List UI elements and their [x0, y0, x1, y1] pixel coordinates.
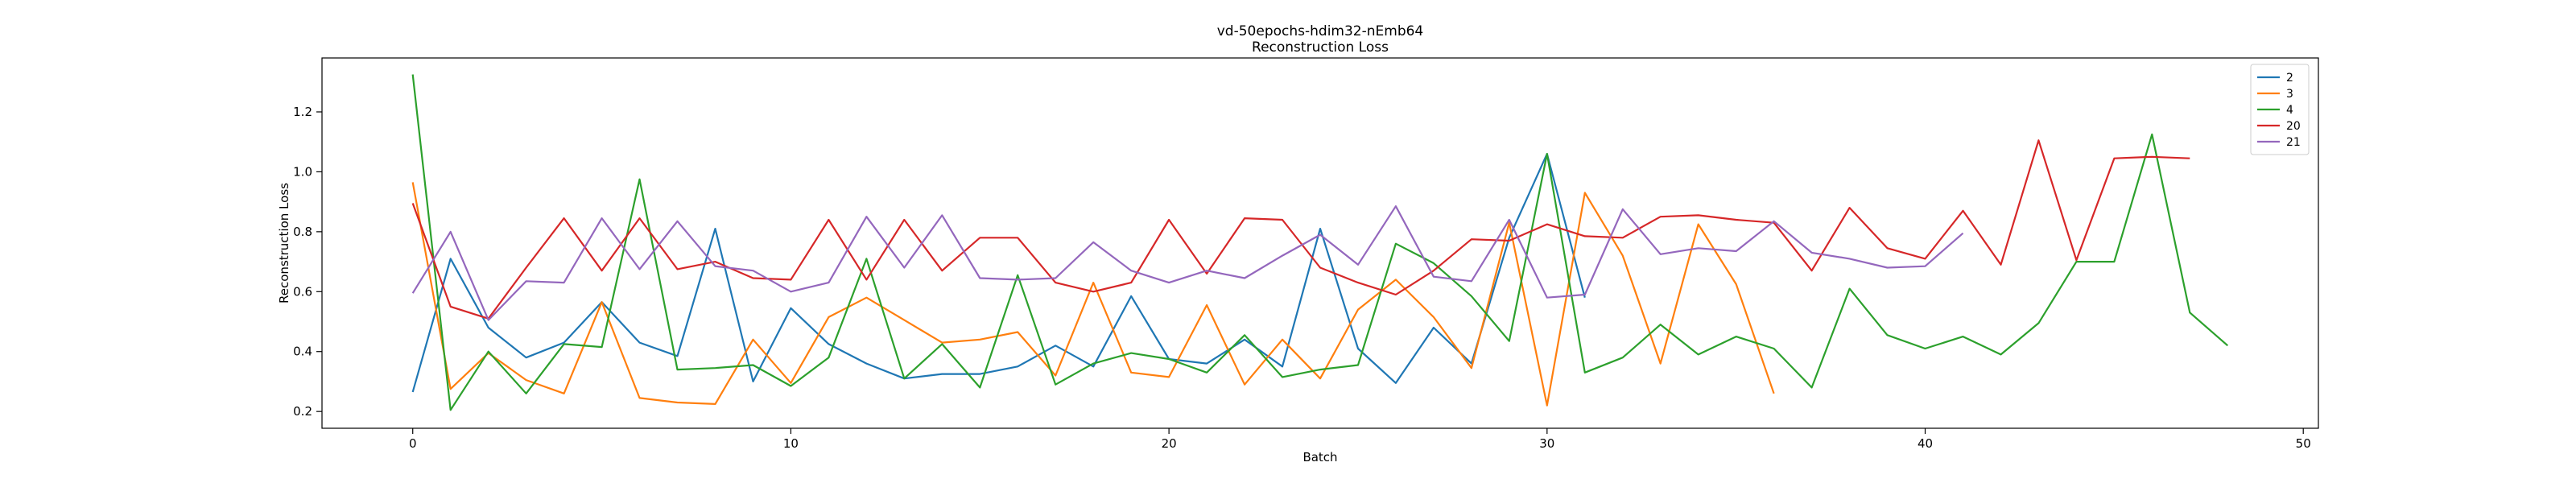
- x-tick-label: 20: [1162, 436, 1177, 451]
- y-axis-label: Reconstruction Loss: [277, 183, 291, 303]
- y-tick-label: 0.6: [293, 284, 312, 299]
- x-axis-ticks: 0 10 20 30 40 50: [409, 428, 2311, 451]
- legend-label-20: 20: [2286, 120, 2301, 133]
- legend-label-2: 2: [2286, 72, 2293, 85]
- y-tick-label: 0.8: [293, 225, 312, 239]
- x-tick-label: 40: [1918, 436, 1933, 451]
- legend-label-21: 21: [2286, 136, 2301, 149]
- legend-label-4: 4: [2286, 104, 2293, 117]
- x-tick-label: 10: [783, 436, 799, 451]
- x-axis-label: Batch: [1302, 450, 1337, 464]
- series-line-21: [411, 205, 1964, 321]
- series-line-4: [411, 74, 2229, 411]
- y-tick-label: 1.0: [293, 164, 312, 179]
- x-tick-label: 30: [1539, 436, 1554, 451]
- series-line-2: [411, 153, 1586, 393]
- chart-subtitle: Reconstruction Loss: [1252, 39, 1389, 56]
- y-tick-label: 1.2: [293, 105, 312, 119]
- x-tick-label: 0: [409, 436, 417, 451]
- series-layer: [411, 74, 2229, 411]
- series-line-3: [411, 182, 1775, 407]
- x-tick-label: 50: [2296, 436, 2311, 451]
- y-tick-label: 0.4: [293, 345, 312, 359]
- chart-title: vd-50epochs-hdim32-nEmb64: [1217, 23, 1424, 39]
- legend-label-3: 3: [2286, 88, 2293, 101]
- legend: 2 3 4 20 21: [2250, 64, 2310, 155]
- y-axis-ticks: 0.2 0.4 0.6 0.8 1.0 1.2: [293, 105, 322, 419]
- plot-frame: [321, 57, 2319, 429]
- y-tick-label: 0.2: [293, 404, 312, 419]
- series-line-20: [411, 139, 2190, 320]
